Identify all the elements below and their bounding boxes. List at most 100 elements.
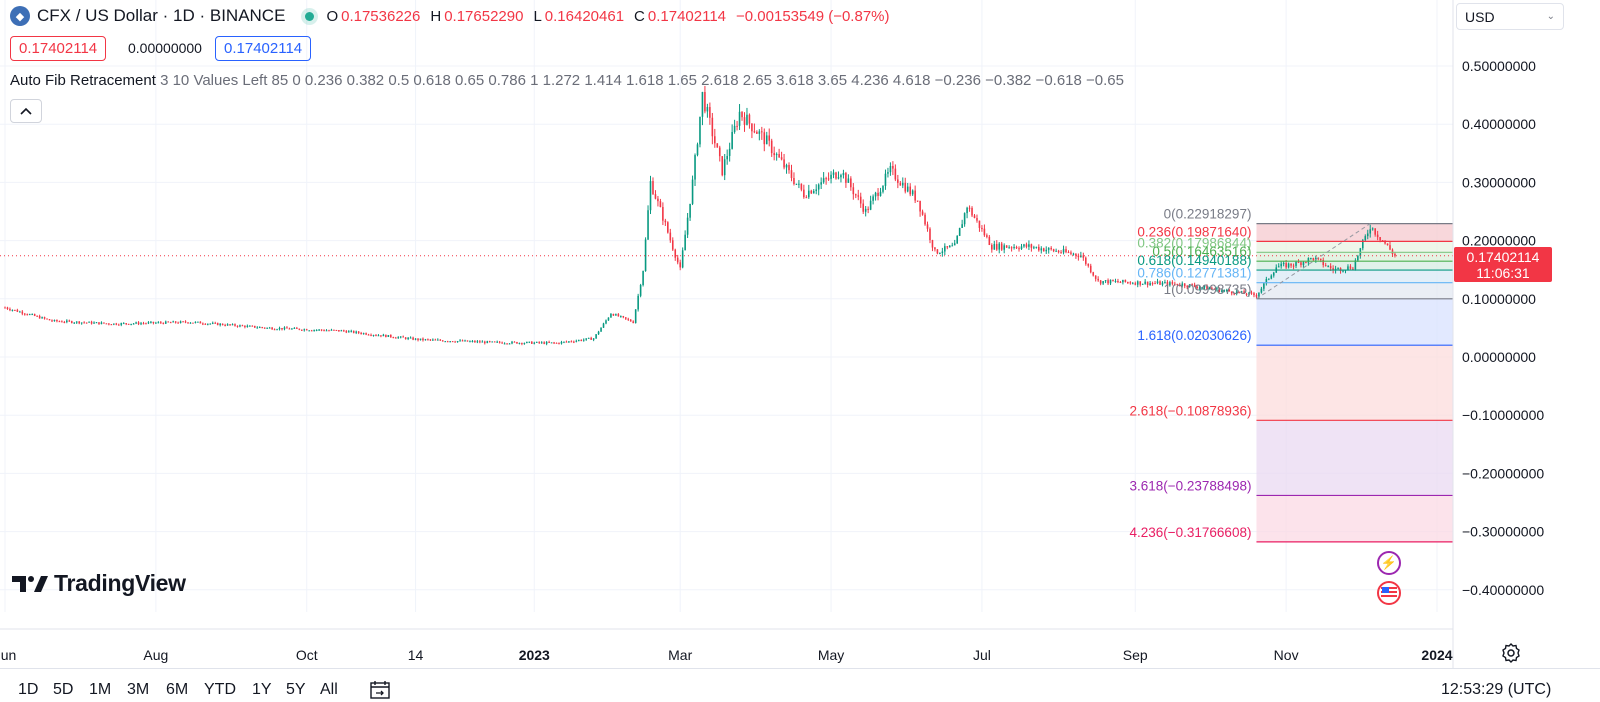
candle-body [1223, 290, 1226, 292]
candle-body [1366, 233, 1369, 237]
candle-body [1302, 262, 1305, 266]
calendar-icon[interactable] [369, 679, 391, 701]
candle-body [1337, 267, 1339, 269]
candle-body [23, 313, 26, 315]
candle-body [1003, 245, 1005, 250]
candle-body [70, 321, 73, 323]
candle-body [526, 341, 528, 344]
candle-body [649, 181, 652, 211]
candle-body [815, 189, 818, 191]
lightning-event-icon[interactable]: ⚡ [1377, 551, 1401, 575]
candle-body [1050, 247, 1052, 250]
candle-body [14, 309, 16, 311]
candle-body [246, 325, 249, 328]
candle-body [33, 314, 36, 316]
market-status-icon[interactable] [305, 11, 315, 21]
candle-body [152, 321, 155, 324]
candle-body [207, 323, 209, 325]
candle-body [1139, 281, 1142, 285]
candle-body [1015, 246, 1018, 249]
candle-body [1379, 237, 1381, 241]
utc-clock[interactable]: 12:53:29 (UTC) [1441, 681, 1552, 698]
range-button-5y[interactable]: 5Y [286, 681, 306, 698]
candle-body [1010, 247, 1013, 249]
candle-body [877, 192, 879, 196]
candle-body [837, 177, 840, 179]
range-button-5d[interactable]: 5D [53, 681, 74, 698]
candle-body [872, 196, 874, 201]
candle-body [889, 166, 892, 173]
candle-body [812, 190, 815, 194]
candle-body [1164, 281, 1166, 283]
range-button-1y[interactable]: 1Y [252, 681, 272, 698]
candle-body [464, 340, 466, 342]
candle-body [538, 341, 541, 343]
candle-body [75, 321, 78, 323]
range-button-1d[interactable]: 1D [18, 681, 39, 698]
range-button-3m[interactable]: 3M [127, 681, 150, 698]
candle-body [711, 117, 714, 137]
sell-price-button[interactable]: 0.17402114 [10, 36, 107, 61]
candle-body [1038, 246, 1040, 251]
candle-body [620, 316, 622, 318]
candle-body [612, 313, 615, 316]
candle-body [991, 244, 993, 250]
candle-body [758, 131, 761, 134]
fib-zone [1256, 241, 1453, 253]
candle-body [313, 329, 315, 331]
candle-body [565, 341, 568, 343]
symbol-title[interactable]: CFX / US Dollar · 1D · BINANCE [37, 6, 286, 25]
range-button-6m[interactable]: 6M [166, 681, 189, 698]
tradingview-logo[interactable]: TradingView [12, 570, 186, 597]
y-tick-label: 0.40000000 [1462, 116, 1536, 132]
fib-zone [1256, 495, 1453, 542]
candle-body [236, 325, 239, 327]
candle-body [1206, 285, 1208, 290]
candle-body [1329, 265, 1332, 269]
candle-body [1169, 282, 1171, 286]
candle-body [783, 159, 785, 168]
candle-body [1018, 248, 1020, 250]
settings-gear-icon[interactable] [1500, 642, 1522, 664]
us-flag-event-icon[interactable] [1377, 581, 1401, 605]
candle-body [365, 333, 367, 335]
candle-body [1107, 280, 1109, 284]
candle-body [753, 131, 756, 133]
currency-select[interactable]: USD ⌄ [1456, 3, 1564, 30]
chevron-up-icon [20, 107, 32, 115]
candle-body [610, 313, 612, 318]
candle-body [995, 244, 998, 250]
candle-body [637, 295, 639, 310]
price-chart[interactable]: 0(0.22918297) 0.236(0.19871640)0.382(0.17… [0, 0, 1600, 668]
candle-body [835, 172, 837, 179]
candle-body [214, 322, 217, 324]
candle-body [51, 320, 53, 322]
range-button-all[interactable]: All [320, 681, 338, 698]
candle-body [948, 245, 951, 248]
indicator-legend[interactable]: Auto Fib Retracement 3 10 Values Left 85… [10, 72, 1124, 89]
bar-countdown: 11:06:31 [1476, 265, 1530, 281]
range-button-ytd[interactable]: YTD [204, 681, 236, 698]
collapse-legend-button[interactable] [10, 99, 42, 123]
candle-body [488, 341, 491, 343]
candle-body [582, 339, 585, 341]
candle-body [6, 307, 9, 309]
candle-body [862, 203, 865, 212]
candle-body [1292, 265, 1295, 267]
candle-body [160, 322, 162, 324]
candle-body [432, 339, 434, 341]
candle-body [1023, 244, 1025, 247]
candle-body [325, 330, 328, 332]
y-tick-label: −0.40000000 [1462, 582, 1544, 598]
tv-logo-icon [12, 575, 48, 592]
candle-body [1300, 262, 1302, 266]
candle-body [422, 338, 424, 341]
candle-body [11, 309, 14, 311]
cfx-coin-icon[interactable]: ◆ [10, 6, 30, 26]
buy-price-button[interactable]: 0.17402114 [215, 36, 312, 61]
y-tick-label: −0.20000000 [1462, 465, 1544, 481]
range-button-1m[interactable]: 1M [89, 681, 112, 698]
fib-zone [1256, 252, 1453, 262]
candle-body [88, 321, 90, 323]
candle-body [659, 201, 662, 208]
